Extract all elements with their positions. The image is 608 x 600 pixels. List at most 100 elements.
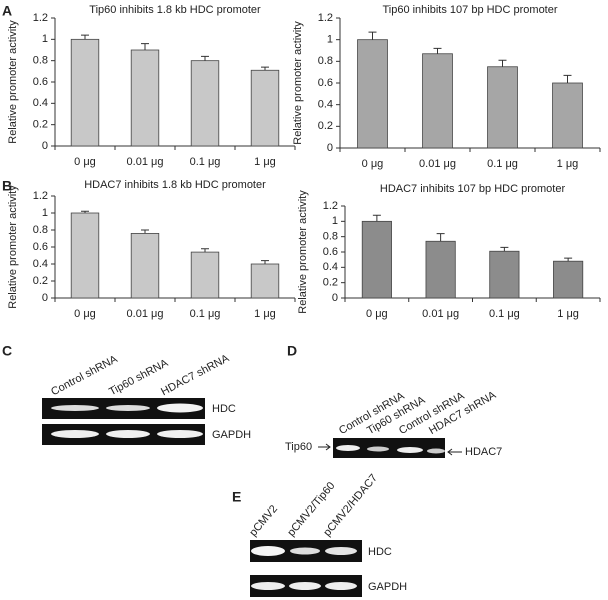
- band: [325, 582, 357, 590]
- y-tick-label: 0: [42, 140, 48, 152]
- band: [325, 547, 357, 555]
- arrow: [447, 448, 462, 456]
- bar: [361, 220, 392, 299]
- x-tick-label: 1 μg: [254, 156, 276, 168]
- error-bar: [436, 233, 445, 242]
- band: [251, 546, 285, 556]
- band: [51, 430, 99, 438]
- error-bar: [500, 246, 509, 252]
- error-bar: [81, 210, 89, 213]
- gel-panel-e: E pCMV2 pCMV2/Tip60 pCMV2/HDAC7 HDC GAPD…: [232, 472, 407, 597]
- bar: [250, 263, 280, 299]
- bar: [190, 251, 220, 299]
- bar: [130, 232, 160, 299]
- band: [367, 446, 389, 452]
- x-tick-label: 0.01 μg: [127, 156, 164, 168]
- x-tick-label: 0 μg: [74, 156, 96, 168]
- panel-letter: E: [232, 489, 241, 505]
- x-tick-label: 0.01 μg: [419, 158, 456, 170]
- band: [336, 445, 360, 451]
- error-bar: [372, 214, 381, 222]
- y-tick-label: 0.4: [33, 258, 48, 270]
- chart-title: HDAC7 inhibits 1.8 kb HDC promoter: [84, 179, 266, 191]
- y-tick-label: 0.2: [33, 119, 48, 131]
- row-label: GAPDH: [212, 429, 251, 441]
- error-bar: [498, 59, 507, 67]
- y-tick-label: 0.4: [323, 261, 338, 273]
- band-label: HDAC7: [465, 446, 502, 458]
- y-tick-label: 1.2: [323, 200, 338, 212]
- bar: [552, 82, 583, 149]
- y-tick-label: 0.4: [33, 97, 48, 109]
- band: [106, 405, 150, 411]
- y-tick-label: 0.2: [318, 120, 333, 132]
- chart-title: Tip60 inhibits 1.8 kb HDC promoter: [89, 4, 261, 16]
- bar: [130, 49, 160, 147]
- bar: [190, 60, 220, 147]
- x-tick-label: 0.1 μg: [190, 308, 221, 320]
- y-tick-label: 0.2: [33, 275, 48, 287]
- bar: [487, 66, 518, 149]
- y-tick-label: 1: [332, 215, 338, 227]
- y-tick-label: 0.4: [318, 99, 333, 111]
- y-tick-label: 0.8: [323, 231, 338, 243]
- bar: [422, 53, 453, 149]
- y-tick-label: 0.8: [318, 55, 333, 67]
- bar: [70, 212, 100, 299]
- chart-title: HDAC7 inhibits 107 bp HDC promoter: [380, 183, 566, 195]
- error-bar: [261, 66, 269, 71]
- error-bar: [564, 257, 573, 262]
- x-tick-label: 0.1 μg: [489, 308, 520, 320]
- band: [106, 430, 150, 438]
- band: [397, 447, 423, 453]
- y-tick-label: 0.6: [33, 241, 48, 253]
- y-tick-label: 1: [327, 34, 333, 46]
- error-bar: [141, 43, 149, 50]
- row-label: HDC: [212, 403, 236, 415]
- bar: [70, 38, 100, 147]
- gel: [333, 438, 445, 458]
- band: [251, 582, 285, 590]
- error-bar: [433, 47, 442, 54]
- y-tick-label: 1: [42, 207, 48, 219]
- error-bar: [141, 229, 149, 234]
- y-tick-label: 0: [332, 292, 338, 304]
- panel-letter: A: [2, 3, 12, 19]
- lane-label: HDAC7 shRNA: [159, 352, 232, 398]
- row-label: HDC: [368, 546, 392, 558]
- band: [427, 448, 445, 454]
- x-tick-label: 1 μg: [557, 308, 579, 320]
- panel-letter: B: [2, 178, 12, 194]
- x-tick-label: 0.01 μg: [422, 308, 459, 320]
- error-bar: [261, 260, 269, 264]
- bar: [250, 69, 280, 147]
- error-bar: [81, 34, 89, 40]
- bar: [357, 39, 388, 149]
- y-tick-label: 0.8: [33, 55, 48, 67]
- y-tick-label: 1.2: [318, 12, 333, 24]
- bar: [425, 240, 456, 299]
- x-tick-label: 1 μg: [557, 158, 579, 170]
- x-tick-label: 0.1 μg: [190, 156, 221, 168]
- bar: [553, 260, 584, 299]
- band: [289, 582, 321, 590]
- y-axis-label: Relative promoter activity: [292, 21, 304, 145]
- arrow: [318, 443, 331, 451]
- panel-letter: D: [287, 343, 297, 359]
- y-tick-label: 1.2: [33, 12, 48, 24]
- y-tick-label: 0.8: [33, 224, 48, 236]
- error-bar: [368, 31, 377, 40]
- x-tick-label: 1 μg: [254, 308, 276, 320]
- y-tick-label: 0.6: [33, 76, 48, 88]
- x-tick-label: 0 μg: [362, 158, 384, 170]
- y-tick-label: 0.6: [323, 246, 338, 258]
- y-tick-label: 0: [327, 142, 333, 154]
- band-label: Tip60: [285, 441, 312, 453]
- y-tick-label: 1: [42, 33, 48, 45]
- band: [290, 547, 320, 555]
- error-bar: [201, 248, 209, 253]
- bar: [489, 250, 520, 299]
- band: [51, 405, 99, 411]
- y-tick-label: 0.2: [323, 277, 338, 289]
